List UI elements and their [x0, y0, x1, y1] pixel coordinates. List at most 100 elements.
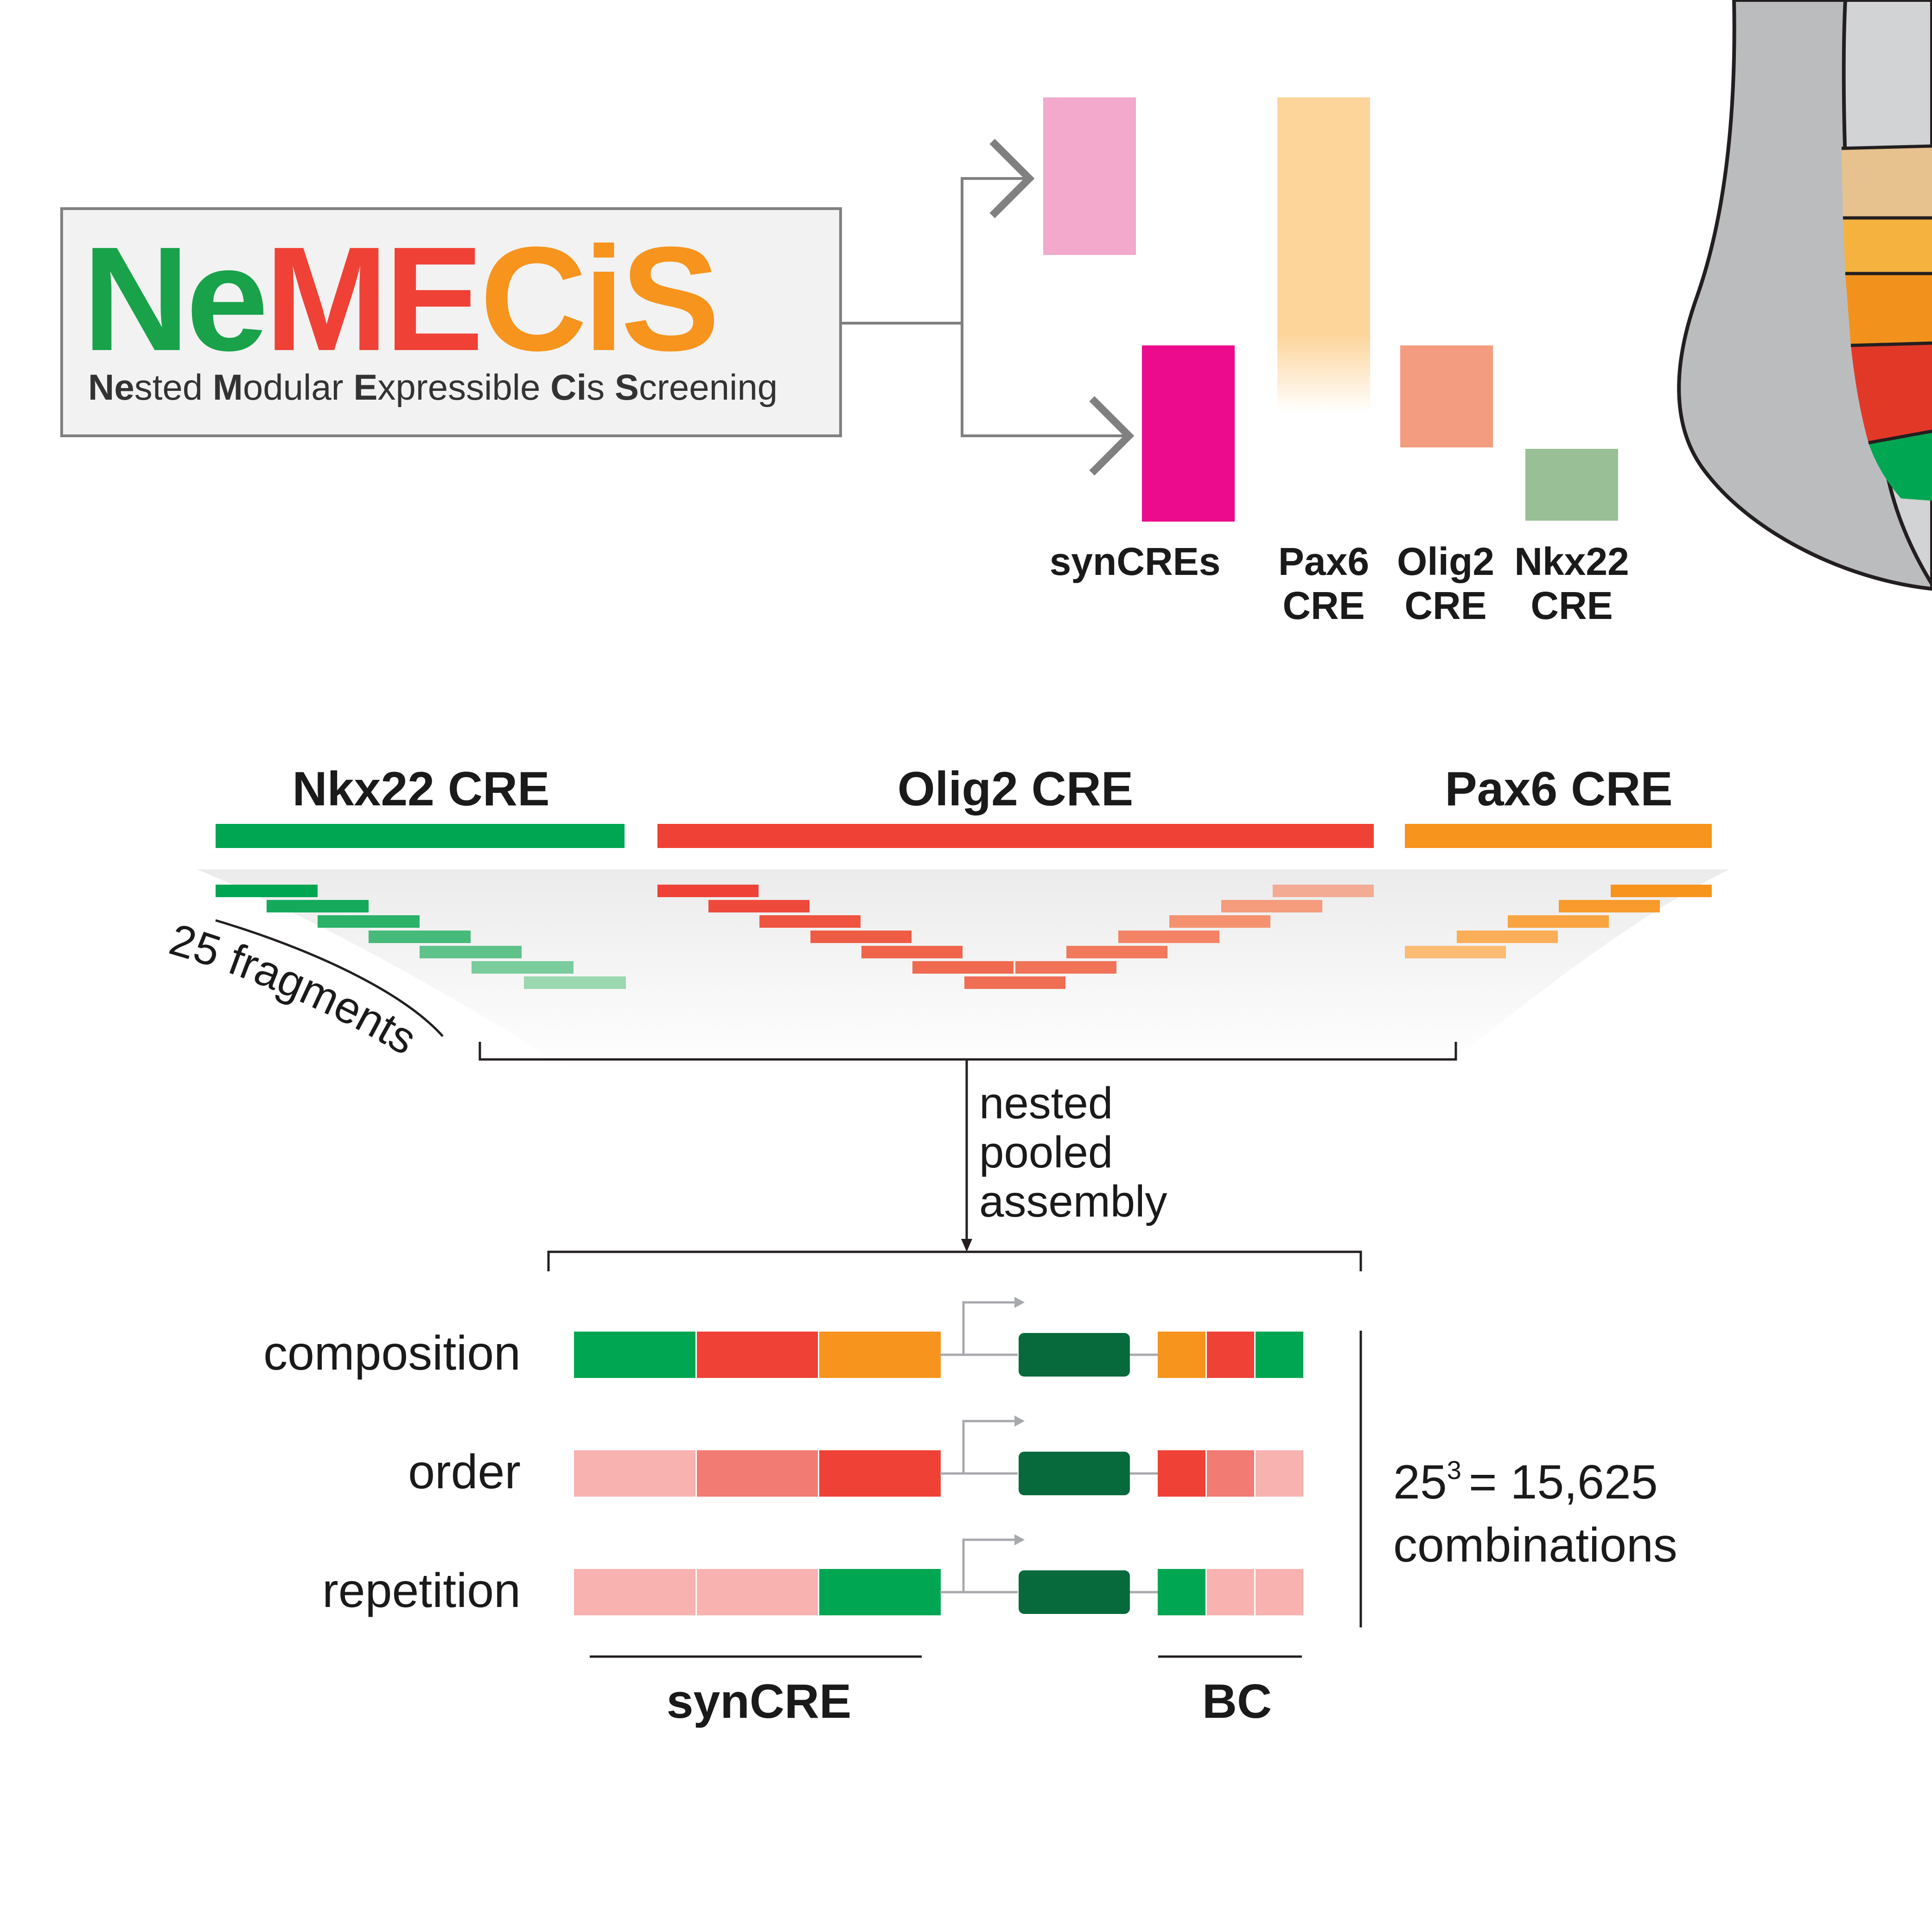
promoter-arrowhead-icon: [1014, 1297, 1025, 1308]
segment-divider: [695, 1569, 697, 1615]
syncres-label: synCREs: [1050, 540, 1221, 583]
promoter-arrowhead-icon: [1014, 1416, 1025, 1427]
assembly-connector: [478, 1042, 1457, 1271]
segment-divider: [1205, 1450, 1207, 1497]
barcode-segment: [1255, 1569, 1303, 1615]
arrow-down-icon: [961, 1239, 972, 1252]
row-label: repetition: [322, 1564, 521, 1618]
fragment: [1118, 931, 1219, 943]
syncre-segment: [574, 1332, 696, 1378]
syncre-segment: [819, 1332, 941, 1378]
construct-row: composition: [263, 1297, 1303, 1380]
barcode-segment: [1255, 1450, 1303, 1497]
segment-divider: [818, 1450, 819, 1497]
fragment: [1559, 900, 1660, 912]
construct-row: repetition: [322, 1534, 1303, 1618]
segment-divider: [695, 1332, 697, 1378]
barcode-segment: [1206, 1332, 1255, 1378]
pax6-label-1: Pax6: [1278, 540, 1369, 583]
bottom-labels: synCRE BC: [590, 1655, 1302, 1728]
promoter-arrowhead-icon: [1014, 1534, 1025, 1545]
promoter-arrow-icon: [962, 1538, 1015, 1592]
fragment: [318, 915, 420, 928]
syncre-segment: [696, 1450, 819, 1497]
fragment: [472, 961, 574, 974]
fragment: [1066, 946, 1167, 958]
olig2-label-2: CRE: [1404, 584, 1486, 627]
row-label: order: [408, 1445, 521, 1499]
barcode-segment: [1158, 1332, 1206, 1378]
segment-divider: [818, 1569, 819, 1615]
syncre-block-magenta: [1142, 345, 1235, 522]
construct-row: order: [408, 1416, 1303, 1499]
fragment: [1169, 915, 1270, 928]
segment-divider: [695, 1450, 697, 1497]
syncre-segment: [819, 1450, 941, 1497]
syncre-block-light: [1043, 97, 1136, 255]
nkx22-label-2: CRE: [1530, 584, 1613, 627]
fragment: [1273, 885, 1374, 897]
fragments-nkx22: [216, 885, 626, 989]
fragment: [810, 931, 912, 943]
top-cre-blocks: [1043, 97, 1618, 522]
fragments-pax6: [1405, 885, 1712, 958]
segment-divider: [818, 1332, 819, 1378]
syncre-segment: [819, 1569, 941, 1615]
pax6-cre-bar: [1405, 824, 1712, 848]
fragments-olig2: [657, 885, 1374, 989]
segment-divider: [1254, 1332, 1256, 1378]
fragment: [759, 915, 861, 928]
fragment: [524, 976, 626, 989]
pax6-label-2: CRE: [1282, 584, 1365, 627]
promoter-arrow-icon: [962, 1301, 1015, 1355]
segment-divider: [1205, 1569, 1207, 1615]
logo-connector: [841, 139, 1135, 476]
syncre-segment: [696, 1332, 819, 1378]
row-label: composition: [263, 1326, 521, 1380]
barcode-segment: [1206, 1450, 1255, 1497]
reporter-gene: [1019, 1333, 1130, 1377]
fragment: [861, 946, 963, 958]
nkx22-cre-title: Nkx22 CRE: [293, 762, 550, 816]
nkx22-cre-block: [1525, 449, 1618, 521]
syncre-segment: [574, 1569, 696, 1615]
cre-titles: Nkx22 CRE Olig2 CRE Pax6 CRE: [293, 762, 1673, 816]
olig2-cre-title: Olig2 CRE: [898, 762, 1134, 816]
neural-tube-illustration: [1677, 0, 1932, 591]
fragment: [1611, 885, 1712, 897]
svg-text:pooled: pooled: [979, 1128, 1113, 1177]
segment-divider: [1205, 1332, 1207, 1378]
fragment: [1508, 915, 1609, 928]
assembly-label: nested pooled assembly: [979, 1078, 1167, 1226]
syncre-label: synCRE: [667, 1675, 852, 1728]
logo-box: NeMECiS Nested Modular Expressible Cis S…: [60, 207, 842, 437]
syncre-segment: [696, 1569, 819, 1615]
olig2-label-1: Olig2: [1397, 540, 1494, 583]
fragment: [964, 976, 1065, 989]
segment-divider: [1254, 1569, 1256, 1615]
arrow-head-icon: [989, 139, 1035, 218]
fragment: [1221, 900, 1322, 912]
syncre-segment: [574, 1450, 696, 1497]
barcode-segment: [1158, 1450, 1206, 1497]
bc-label: BC: [1202, 1675, 1272, 1728]
combinations-formula: 253 = 15,625 combinations: [1393, 1455, 1677, 1572]
arrow-head-icon: [1089, 396, 1135, 476]
barcode-segment: [1206, 1569, 1255, 1615]
svg-text:253= 15,625: 253 = 15,625: [1393, 1455, 1658, 1509]
svg-text:assembly: assembly: [979, 1177, 1167, 1226]
pax6-cre-title: Pax6 CRE: [1445, 762, 1672, 816]
fragment: [1405, 946, 1506, 958]
fragment: [1015, 961, 1116, 974]
svg-text:combinations: combinations: [1393, 1518, 1677, 1572]
fragment: [912, 961, 1014, 974]
cre-bars: [216, 824, 1712, 848]
segment-divider: [1254, 1450, 1256, 1497]
fragment: [708, 900, 810, 912]
reporter-gene: [1019, 1452, 1130, 1495]
logo-title: NeMECiS: [83, 216, 716, 382]
olig2-cre-block: [1400, 345, 1493, 447]
pax6-cre-block: [1277, 97, 1370, 413]
top-legend: synCREs Pax6 CRE Olig2 CRE Nkx22 CRE: [1050, 540, 1629, 627]
